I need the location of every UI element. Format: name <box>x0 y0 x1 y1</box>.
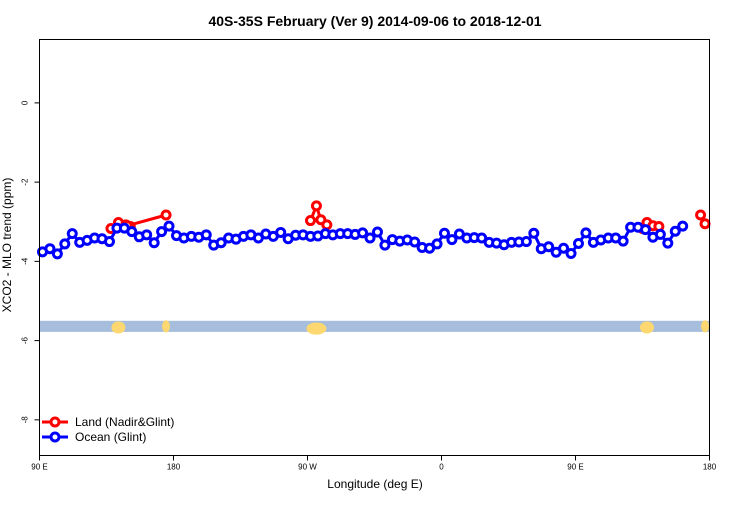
x-tick-label: 90 W <box>298 463 317 472</box>
ocean-point <box>677 220 689 232</box>
ocean-point <box>126 226 138 238</box>
legend-item-land: Land (Nadir&Glint) <box>42 415 174 429</box>
ocean-point <box>51 248 63 260</box>
ocean-point <box>156 226 168 238</box>
ocean-point <box>148 237 160 249</box>
land-patch <box>701 320 710 333</box>
land-point <box>310 200 322 212</box>
land-patch <box>162 320 171 333</box>
ocean-point <box>66 228 78 240</box>
x-tick-label: 0 <box>439 463 444 472</box>
x-axis-label: Longitude (deg E) <box>327 477 422 491</box>
y-tick-label: -6 <box>21 337 30 345</box>
ocean-point <box>200 229 212 241</box>
land-patch <box>639 321 654 334</box>
plot-frame <box>39 39 710 456</box>
series-layer <box>36 200 711 260</box>
land-point <box>304 215 316 227</box>
ocean-point <box>357 227 369 239</box>
ocean-point <box>438 227 450 239</box>
ocean-point <box>446 234 458 246</box>
ocean-point <box>580 227 592 239</box>
ocean-point <box>163 220 175 232</box>
ocean-point <box>409 236 421 248</box>
ocean-point <box>617 235 629 247</box>
x-axis: 90 E 180 90 W 0 90 E 180 <box>31 455 717 472</box>
land-ocean-band <box>39 320 710 335</box>
legend: Land (Nadir&Glint) Ocean (Glint) <box>42 415 174 444</box>
ocean-point <box>558 242 570 254</box>
ocean-point <box>141 229 153 241</box>
y-tick-label: -4 <box>21 257 30 265</box>
ocean-point <box>103 236 115 248</box>
ocean-band <box>39 320 710 332</box>
ocean-point <box>431 238 443 250</box>
land-point <box>160 209 172 221</box>
ocean-point <box>379 239 391 251</box>
ocean-point <box>572 238 584 250</box>
ocean-point <box>476 232 488 244</box>
land-patch <box>306 322 327 335</box>
chart-title: 40S-35S February (Ver 9) 2014-09-06 to 2… <box>208 13 541 29</box>
land-point <box>321 219 333 231</box>
ocean-point <box>520 236 532 248</box>
ocean-point <box>654 228 666 240</box>
ocean-point <box>528 227 540 239</box>
legend-land-marker <box>49 416 61 428</box>
ocean-point <box>565 247 577 259</box>
legend-ocean-label: Ocean (Glint) <box>75 430 146 444</box>
legend-ocean-marker <box>49 431 61 443</box>
ocean-point <box>424 242 436 254</box>
ocean-point <box>44 243 56 255</box>
y-axis: 0 -2 -4 -6 -8 <box>21 100 40 423</box>
land-point <box>699 218 711 230</box>
x-tick-label: 90 E <box>31 463 47 472</box>
land-point <box>695 209 707 221</box>
y-axis-label: XCO2 - MLO trend (ppm) <box>0 178 14 313</box>
legend-item-ocean: Ocean (Glint) <box>42 430 146 444</box>
x-tick-label: 90 E <box>567 463 583 472</box>
ocean-point <box>364 232 376 244</box>
land-patch <box>111 321 126 334</box>
y-tick-label: -2 <box>21 178 30 186</box>
y-tick-label: 0 <box>21 100 30 105</box>
x-tick-label: 180 <box>167 463 181 472</box>
y-tick-label: -8 <box>21 416 30 424</box>
ocean-point <box>543 241 555 253</box>
ocean-point <box>639 224 651 236</box>
ocean-point <box>275 226 287 238</box>
ocean-point <box>59 238 71 250</box>
ocean-point <box>662 237 674 249</box>
legend-land-label: Land (Nadir&Glint) <box>75 415 174 429</box>
ocean-point <box>371 226 383 238</box>
ocean-point <box>215 237 227 249</box>
x-tick-label: 180 <box>703 463 717 472</box>
ocean-point <box>669 225 681 237</box>
